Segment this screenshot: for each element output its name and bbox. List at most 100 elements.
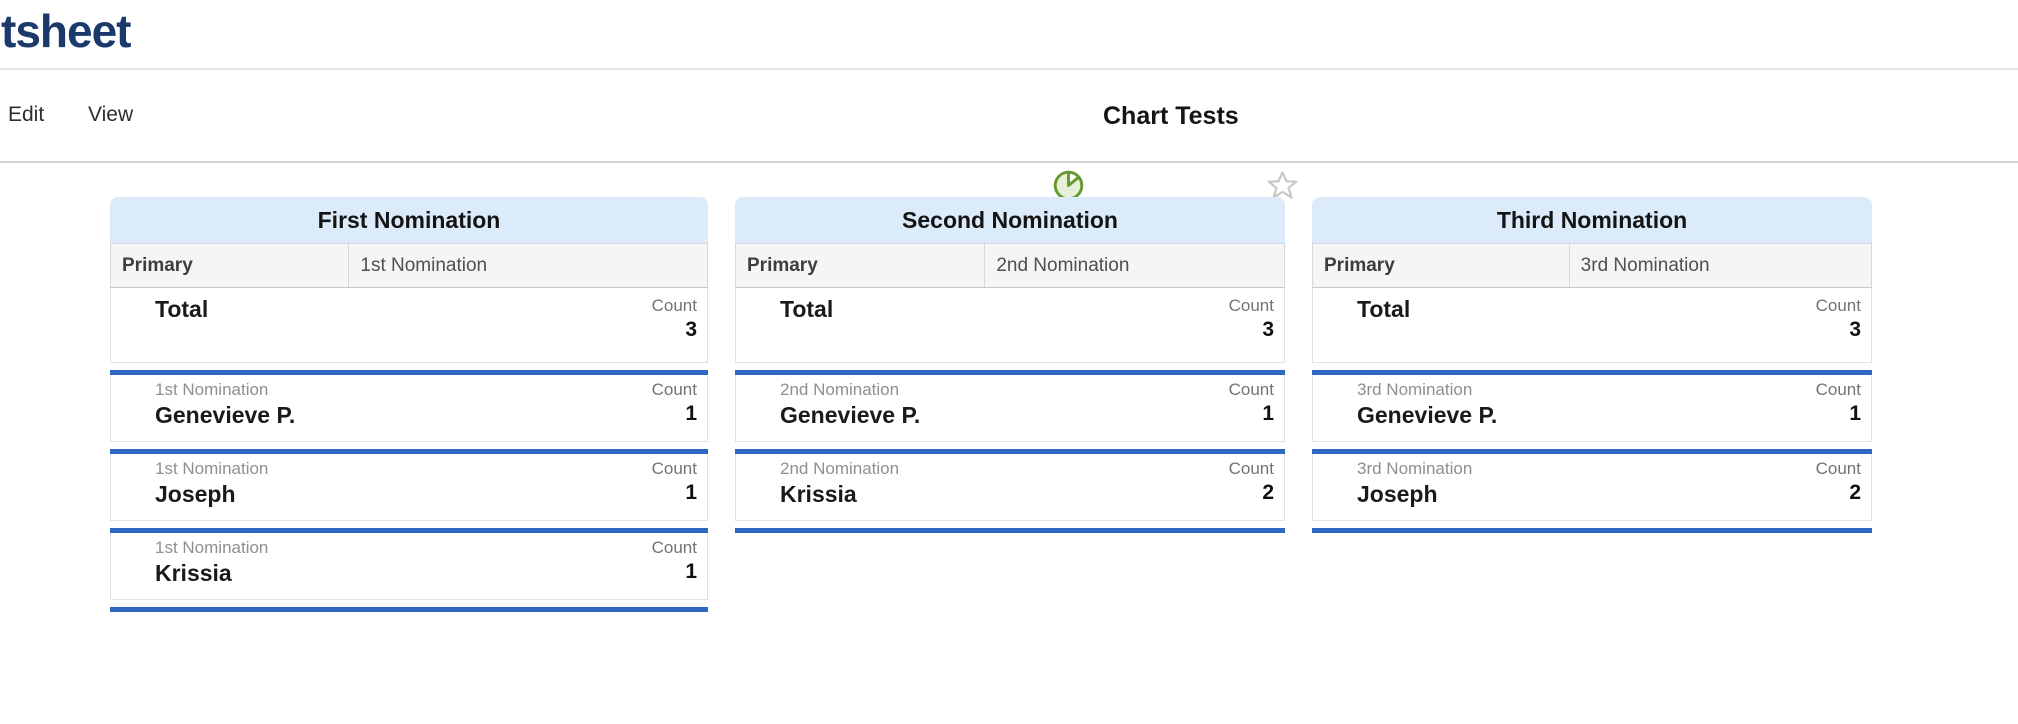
report-row[interactable]: 2nd Nomination Krissia Count 2 [735, 454, 1285, 521]
row-accent-divider [735, 370, 1285, 375]
row-gap [735, 363, 1285, 370]
row-left: Total [111, 288, 208, 362]
panel-rows: Total Count 3 1st Nomination Genevieve P… [110, 288, 708, 612]
row-left: 2nd Nomination Krissia [736, 454, 899, 520]
row-primary-value: Genevieve P. [1357, 402, 1498, 428]
row-primary-value: Total [780, 296, 834, 322]
report-row[interactable]: 1st Nomination Krissia Count 1 [110, 533, 708, 600]
count-label: Count [1815, 459, 1861, 478]
row-accent-divider [110, 449, 708, 454]
count-label: Count [1228, 296, 1274, 315]
row-left: Total [1313, 288, 1410, 362]
row-block: 2nd Nomination Genevieve P. Count 1 [735, 375, 1285, 454]
menu-bar: Edit View Chart Tests [0, 70, 2018, 201]
row-block: 1st Nomination Joseph Count 1 [110, 454, 708, 533]
count-value: 3 [1849, 318, 1861, 341]
row-right: Count 1 [1229, 375, 1284, 441]
column-header-secondary: 1st Nomination [360, 255, 488, 276]
count-value: 3 [685, 318, 697, 341]
report-row[interactable]: Total Count 3 [735, 288, 1285, 363]
row-block: Total Count 3 [110, 288, 708, 375]
row-right: Count 3 [652, 288, 707, 362]
count-value: 1 [685, 402, 697, 425]
panel-title: Third Nomination [1312, 197, 1872, 243]
count-value: 2 [1849, 481, 1861, 504]
menu-item-edit[interactable]: Edit [8, 103, 45, 126]
panel-title: Second Nomination [735, 197, 1285, 243]
row-gap [735, 442, 1285, 449]
row-left: 1st Nomination Krissia [111, 533, 268, 599]
row-block: 1st Nomination Krissia Count 1 [110, 533, 708, 612]
row-gap [110, 600, 708, 607]
row-group-label: 2nd Nomination [780, 380, 900, 399]
panel-column-headers: Primary 2nd Nomination [735, 243, 1285, 288]
row-primary-value: Krissia [155, 560, 232, 586]
row-primary-value: Genevieve P. [155, 402, 296, 428]
count-label: Count [1815, 296, 1861, 315]
row-block: 2nd Nomination Krissia Count 2 [735, 454, 1285, 533]
count-value: 1 [685, 560, 697, 583]
panel-title: First Nomination [110, 197, 708, 243]
star-icon[interactable] [1266, 169, 1299, 202]
row-primary-value: Total [1357, 296, 1411, 322]
row-right: Count 1 [652, 375, 707, 441]
row-right: Count 3 [1816, 288, 1871, 362]
count-value: 2 [1262, 481, 1274, 504]
row-gap [1312, 363, 1872, 370]
count-value: 1 [685, 481, 697, 504]
row-right: Count 1 [652, 533, 707, 599]
row-accent-divider [110, 370, 708, 375]
panel-rows: Total Count 3 3rd Nomination Genevieve P… [1312, 288, 1872, 533]
count-label: Count [651, 380, 697, 399]
top-bar: tsheet [0, 0, 2018, 68]
row-primary-value: Joseph [1357, 481, 1438, 507]
row-gap [110, 442, 708, 449]
report-row[interactable]: Total Count 3 [1312, 288, 1872, 363]
column-header-secondary: 3rd Nomination [1580, 255, 1710, 276]
row-left: Total [736, 288, 833, 362]
row-group-label: 1st Nomination [155, 380, 269, 399]
row-accent-divider [735, 449, 1285, 454]
row-block: 3rd Nomination Genevieve P. Count 1 [1312, 375, 1872, 454]
row-accent-divider [1312, 370, 1872, 375]
report-row[interactable]: 1st Nomination Genevieve P. Count 1 [110, 375, 708, 442]
row-left: 1st Nomination Genevieve P. [111, 375, 295, 441]
app-logo[interactable]: tsheet [1, 5, 131, 57]
row-block: Total Count 3 [1312, 288, 1872, 375]
row-gap [735, 521, 1285, 528]
report-row[interactable]: 3rd Nomination Genevieve P. Count 1 [1312, 375, 1872, 442]
menu-divider [0, 161, 2018, 163]
report-row[interactable]: 1st Nomination Joseph Count 1 [110, 454, 708, 521]
row-group-label: 3rd Nomination [1357, 380, 1473, 399]
row-left: 2nd Nomination Genevieve P. [736, 375, 920, 441]
row-accent-divider [1312, 449, 1872, 454]
row-gap [1312, 521, 1872, 528]
count-label: Count [651, 459, 697, 478]
row-group-label: 1st Nomination [155, 459, 269, 478]
count-label: Count [1228, 380, 1274, 399]
report-row[interactable]: Total Count 3 [110, 288, 708, 363]
report-row[interactable]: 3rd Nomination Joseph Count 2 [1312, 454, 1872, 521]
row-primary-value: Total [155, 296, 209, 322]
row-block: 3rd Nomination Joseph Count 2 [1312, 454, 1872, 533]
row-left: 3rd Nomination Genevieve P. [1313, 375, 1497, 441]
count-label: Count [651, 538, 697, 557]
row-accent-divider [1312, 528, 1872, 533]
sheet-title: Chart Tests [1103, 102, 1239, 130]
row-primary-value: Genevieve P. [780, 402, 921, 428]
column-header-primary: Primary [111, 244, 350, 287]
count-value: 1 [1849, 402, 1861, 425]
panel-rows: Total Count 3 2nd Nomination Genevieve P… [735, 288, 1285, 533]
row-primary-value: Krissia [780, 481, 857, 507]
report-row[interactable]: 2nd Nomination Genevieve P. Count 1 [735, 375, 1285, 442]
count-value: 3 [1262, 318, 1274, 341]
column-header-primary: Primary [1313, 244, 1570, 287]
row-right: Count 1 [652, 454, 707, 520]
menu-item-view[interactable]: View [88, 103, 134, 126]
row-left: 3rd Nomination Joseph [1313, 454, 1472, 520]
row-accent-divider [110, 528, 708, 533]
panel-column-headers: Primary 3rd Nomination [1312, 243, 1872, 288]
count-value: 1 [1262, 402, 1274, 425]
row-gap [1312, 442, 1872, 449]
count-label: Count [651, 296, 697, 315]
